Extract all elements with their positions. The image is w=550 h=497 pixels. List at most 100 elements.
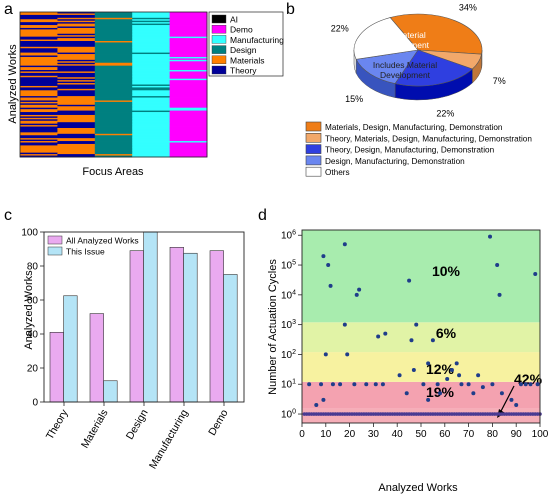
heatmap-cell bbox=[169, 132, 208, 135]
heatmap-cell bbox=[132, 122, 171, 125]
heatmap-cell bbox=[94, 152, 133, 155]
heatmap-cell bbox=[57, 117, 96, 120]
heatmap-cell bbox=[57, 99, 96, 101]
x-tick-label: 20 bbox=[344, 429, 356, 440]
heatmap-cell bbox=[57, 155, 96, 158]
heatmap-cell bbox=[57, 125, 96, 127]
heatmap-cell bbox=[169, 68, 208, 71]
heatmap-cell bbox=[94, 136, 133, 139]
scatter-point bbox=[376, 334, 381, 339]
heatmap-cell bbox=[94, 145, 133, 148]
heatmap-cell bbox=[94, 129, 133, 132]
scatter-point bbox=[345, 352, 350, 357]
heatmap-cell bbox=[169, 148, 208, 151]
heatmap-cell bbox=[132, 129, 171, 132]
heatmap-cell bbox=[132, 136, 171, 139]
panel-label-d: d bbox=[258, 207, 267, 224]
heatmap-cell bbox=[20, 128, 58, 130]
heatmap-cell bbox=[169, 22, 208, 24]
heatmap-cell bbox=[57, 65, 96, 68]
heatmap-legend-label: Manufacturing bbox=[230, 35, 284, 45]
heatmap-cell bbox=[57, 32, 96, 35]
heatmap-cell bbox=[20, 45, 58, 48]
heatmap-x-label: Focus Areas bbox=[82, 166, 144, 178]
heatmap-cell bbox=[57, 43, 96, 46]
heatmap-cell bbox=[94, 91, 133, 94]
heatmap-cell bbox=[132, 71, 171, 74]
heatmap-cell bbox=[20, 143, 58, 146]
heatmap-cell bbox=[57, 81, 96, 84]
heatmap-cell bbox=[20, 75, 58, 78]
heatmap-cell bbox=[94, 83, 133, 85]
scatter-band bbox=[302, 322, 540, 353]
heatmap-cell bbox=[132, 51, 171, 53]
heatmap-cell bbox=[169, 54, 208, 56]
heatmap-cell bbox=[20, 149, 58, 152]
heatmap-cell bbox=[94, 56, 133, 59]
heatmap-cell bbox=[20, 97, 58, 100]
pie-legend-swatch bbox=[305, 121, 322, 132]
heatmap-cell bbox=[132, 138, 171, 140]
heatmap-cell bbox=[132, 58, 171, 61]
y-tick-label: 0 bbox=[32, 398, 38, 409]
heatmap-cell bbox=[94, 41, 133, 43]
heatmap-cell bbox=[94, 19, 133, 22]
scatter-point bbox=[411, 368, 416, 373]
y-tick-label: 104 bbox=[281, 289, 296, 301]
heatmap-cell bbox=[132, 25, 171, 27]
bar bbox=[103, 380, 118, 403]
heatmap-cell bbox=[94, 71, 133, 74]
heatmap-cell bbox=[169, 139, 208, 142]
heatmap-cell bbox=[20, 99, 58, 101]
heatmap-cell bbox=[132, 84, 171, 87]
heatmap-cell bbox=[94, 80, 133, 82]
heatmap-cell bbox=[132, 41, 171, 43]
scatter-band bbox=[302, 230, 540, 323]
heatmap-cell bbox=[169, 96, 208, 98]
heatmap-cell bbox=[169, 39, 208, 42]
x-tick-label: 70 bbox=[463, 429, 475, 440]
heatmap-cell bbox=[20, 90, 58, 93]
heatmap-cell bbox=[57, 112, 96, 114]
pie-panel: 34%7%22%15%22%No MaterialDevelopmentIncl… bbox=[305, 3, 532, 177]
heatmap-cell bbox=[169, 142, 208, 145]
scatter-point bbox=[480, 385, 485, 390]
heatmap-cell bbox=[20, 33, 58, 36]
heatmap-cell bbox=[132, 48, 171, 51]
heatmap-cell bbox=[57, 114, 96, 117]
scatter-point bbox=[364, 382, 369, 387]
heatmap-cell bbox=[20, 67, 58, 69]
heatmap-cell bbox=[57, 85, 96, 88]
heatmap-cell bbox=[57, 130, 96, 133]
heatmap-cell bbox=[132, 68, 171, 71]
heatmap-cell bbox=[94, 48, 133, 51]
heatmap-cell bbox=[94, 104, 133, 107]
heatmap-cell bbox=[94, 119, 133, 122]
heatmap-cell bbox=[169, 35, 208, 38]
heatmap-cell bbox=[94, 17, 133, 20]
heatmap-cell bbox=[57, 84, 96, 87]
heatmap-cell bbox=[20, 36, 58, 39]
heatmap-cell bbox=[94, 101, 133, 104]
heatmap-cell bbox=[132, 87, 171, 90]
heatmap-cell bbox=[169, 48, 208, 51]
heatmap-cell bbox=[94, 142, 133, 145]
bar-legend-swatch bbox=[47, 246, 63, 256]
heatmap-cell bbox=[20, 135, 58, 138]
heatmap-cell bbox=[169, 113, 208, 116]
heatmap-cell bbox=[20, 77, 58, 80]
heatmap-cell bbox=[57, 135, 96, 138]
heatmap-cell bbox=[20, 138, 58, 140]
heatmap-cell bbox=[20, 52, 58, 55]
heatmap-cell bbox=[169, 83, 208, 85]
heatmap-cell bbox=[132, 123, 171, 126]
heatmap-cell bbox=[132, 13, 171, 16]
heatmap-cell bbox=[94, 125, 133, 127]
heatmap-cell bbox=[169, 146, 208, 149]
pie-annotation-includes-material: Includes Material bbox=[373, 60, 437, 70]
heatmap-cell bbox=[57, 145, 96, 148]
x-tick-label: Theory bbox=[44, 407, 71, 442]
heatmap-cell bbox=[169, 29, 208, 32]
heatmap-cell bbox=[57, 38, 96, 40]
heatmap-cell bbox=[169, 42, 208, 45]
